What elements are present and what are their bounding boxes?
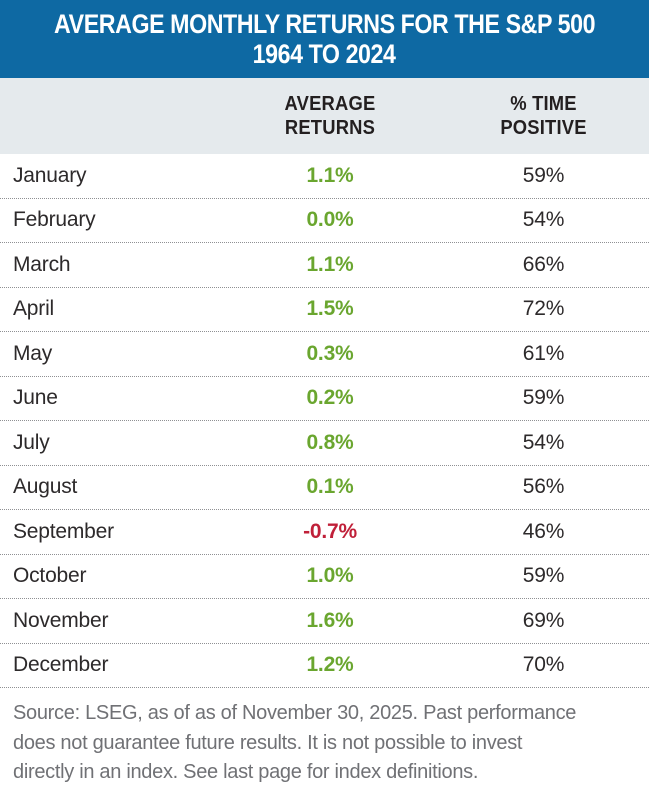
time-positive-value: 54% bbox=[522, 430, 565, 454]
table-row-may: May 0.3% 61% bbox=[0, 332, 649, 377]
time-positive-value: 70% bbox=[522, 653, 565, 677]
table-row-march: March 1.1% 66% bbox=[0, 243, 649, 288]
average-return-value: 1.5% bbox=[306, 297, 354, 321]
average-return-value: 1.1% bbox=[306, 163, 354, 187]
time-positive-value: 59% bbox=[522, 163, 565, 187]
table-row-november: November 1.6% 69% bbox=[0, 599, 649, 644]
source-note-line1: Source: LSEG, as of as of November 30, 2… bbox=[13, 702, 577, 724]
column-header-average-line2: RETURNS bbox=[284, 117, 376, 139]
time-positive-value: 59% bbox=[522, 386, 565, 410]
source-note: Source: LSEG, as of as of November 30, 2… bbox=[0, 688, 649, 786]
column-header-positive-line1: % TIME bbox=[510, 93, 577, 115]
table-title-line2: 1964 TO 2024 bbox=[253, 39, 396, 69]
month-label: April bbox=[13, 297, 55, 321]
time-positive-value: 69% bbox=[522, 608, 565, 632]
time-positive-value: 56% bbox=[522, 475, 565, 499]
average-return-value: 0.1% bbox=[306, 475, 354, 499]
time-positive-value: 61% bbox=[522, 341, 565, 365]
table-row-december: December 1.2% 70% bbox=[0, 643, 649, 688]
month-label: October bbox=[13, 564, 87, 588]
column-header-row: AVERAGE RETURNS % TIME POSITIVE bbox=[0, 78, 649, 154]
average-return-value: 0.3% bbox=[306, 341, 354, 365]
column-header-positive-line2: POSITIVE bbox=[500, 117, 587, 139]
column-header-time-positive: % TIME POSITIVE bbox=[438, 92, 649, 140]
month-label: November bbox=[13, 608, 109, 632]
table-row-october: October 1.0% 59% bbox=[0, 554, 649, 599]
time-positive-value: 72% bbox=[522, 297, 565, 321]
source-note-line2: does not guarantee future results. It is… bbox=[13, 731, 523, 754]
table-row-june: June 0.2% 59% bbox=[0, 376, 649, 421]
column-header-average-returns: AVERAGE RETURNS bbox=[222, 92, 438, 140]
time-positive-value: 54% bbox=[522, 208, 565, 232]
column-header-average-line1: AVERAGE bbox=[284, 93, 376, 115]
table-row-february: February 0.0% 54% bbox=[0, 198, 649, 243]
average-return-value: 1.0% bbox=[306, 564, 354, 588]
month-label: February bbox=[13, 208, 96, 232]
table-row-september: September -0.7% 46% bbox=[0, 510, 649, 555]
time-positive-value: 59% bbox=[522, 564, 565, 588]
month-label: June bbox=[13, 386, 58, 410]
table-row-july: July 0.8% 54% bbox=[0, 421, 649, 466]
month-label: May bbox=[13, 341, 53, 365]
average-return-value: 1.1% bbox=[306, 252, 354, 276]
month-label: December bbox=[13, 653, 109, 677]
table-row-april: April 1.5% 72% bbox=[0, 287, 649, 332]
time-positive-value: 46% bbox=[522, 519, 565, 543]
month-label: August bbox=[13, 475, 78, 499]
month-label: January bbox=[13, 163, 87, 187]
average-return-value: 0.8% bbox=[306, 430, 354, 454]
table-title-line1: AVERAGE MONTHLY RETURNS FOR THE S&P 500 bbox=[53, 9, 596, 39]
average-return-value: 0.0% bbox=[306, 208, 354, 232]
average-return-value: 1.2% bbox=[306, 653, 354, 677]
month-label: March bbox=[13, 252, 71, 276]
source-note-line3: directly in an index. See last page for … bbox=[13, 761, 479, 783]
average-return-value-negative: -0.7% bbox=[303, 519, 357, 543]
table-title-bar: AVERAGE MONTHLY RETURNS FOR THE S&P 500 … bbox=[0, 0, 649, 78]
average-return-value: 0.2% bbox=[306, 386, 354, 410]
month-label: September bbox=[13, 519, 114, 543]
time-positive-value: 66% bbox=[522, 252, 565, 276]
table-row-january: January 1.1% 59% bbox=[0, 154, 649, 199]
table-row-august: August 0.1% 56% bbox=[0, 465, 649, 510]
table-body: January 1.1% 59% February 0.0% 54% March… bbox=[0, 154, 649, 688]
average-return-value: 1.6% bbox=[306, 608, 354, 632]
month-label: July bbox=[13, 430, 50, 454]
